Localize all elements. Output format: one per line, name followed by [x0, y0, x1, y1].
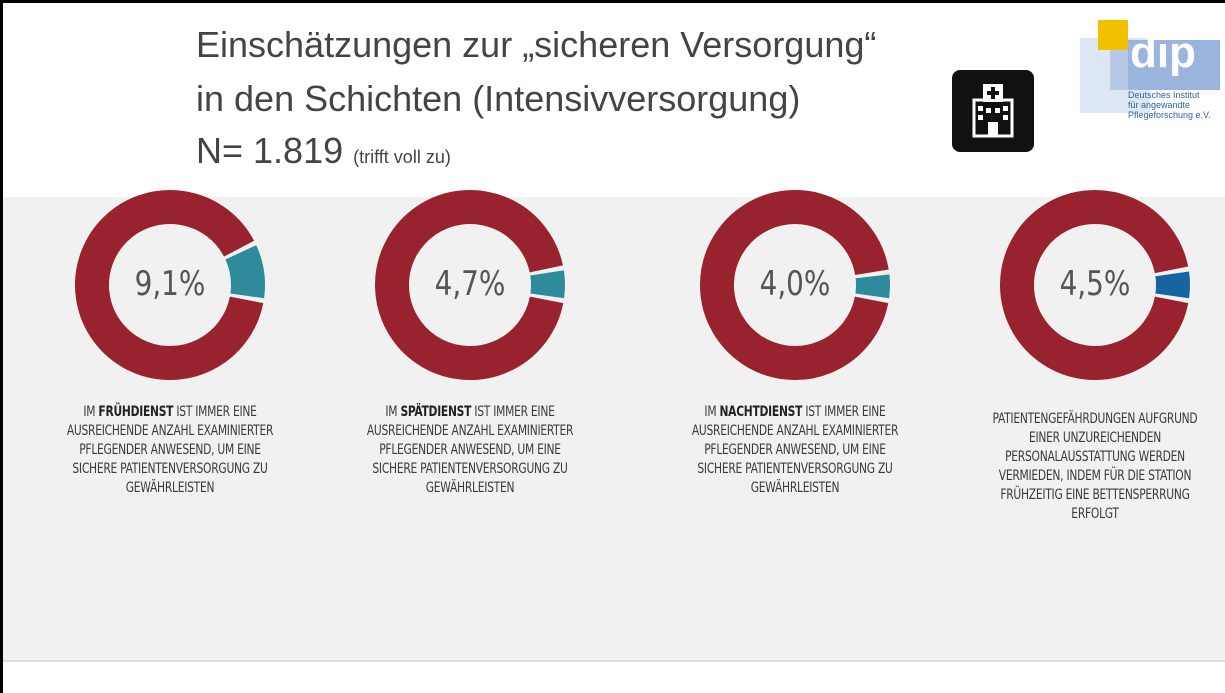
caption-part: IST IMMER EINE AUSREICHENDE ANZAHL EXAMI…: [366, 404, 574, 496]
logo-line: für angewandte: [1128, 100, 1191, 110]
n: N= 1.819: [196, 130, 344, 171]
caption-part: SPÄTDIENST: [400, 404, 472, 420]
caption-part: FRÜHDIENST: [98, 404, 174, 420]
title-line: Einschätzungen zur „sicheren Versorgung“: [196, 24, 877, 65]
caption: IM FRÜHDIENST IST IMMER EINE AUSREICHEND…: [64, 403, 277, 498]
donut-rest: [375, 190, 564, 380]
value-label: 9,1%: [135, 264, 206, 303]
logo-text: Deutsches Institut für angewandte Pflegefo…: [1128, 90, 1211, 120]
value-label: 4,0%: [760, 264, 831, 303]
caption: PATIENTENGEFÄHRDUNGEN AUFGRUND EINER UNZ…: [989, 410, 1202, 524]
title-line: in den Schichten (Intensivversorgung): [196, 78, 801, 119]
caption-part: IST IMMER EINE AUSREICHENDE ANZAHL EXAMI…: [691, 404, 899, 496]
donut-segment: [530, 270, 565, 299]
value-label: 4,7%: [435, 264, 506, 303]
caption-part: NACHTDIENST: [719, 404, 803, 420]
logo-line: Deutsches Institut: [1128, 90, 1200, 100]
caption: IM NACHTDIENST IST IMMER EINE AUSREICHEN…: [689, 403, 902, 498]
logo-name: dip: [1130, 28, 1196, 77]
hospital-icon: [952, 70, 1034, 152]
caption-part: PATIENTENGEFÄHRDUNGEN AUFGRUND EINER UNZ…: [992, 411, 1198, 522]
caption-part: IM: [704, 404, 720, 420]
logo-line: Pflegeforschung e.V.: [1128, 110, 1211, 120]
caption: IM SPÄTDIENST IST IMMER EINE AUSREICHEND…: [364, 403, 577, 498]
caption-part: IST IMMER EINE AUSREICHENDE ANZAHL EXAMI…: [66, 404, 274, 496]
n-note: (trifft voll zu): [353, 147, 451, 167]
donut-segment: [225, 245, 265, 299]
value-label: 4,5%: [1060, 264, 1131, 303]
donut-segment: [1155, 271, 1190, 299]
donut-rest: [700, 190, 889, 380]
top-border: [0, 0, 1225, 3]
caption-part: IM: [83, 404, 99, 420]
left-border: [0, 0, 3, 693]
donut-rest: [75, 190, 264, 380]
footer-line: [3, 660, 1225, 662]
donut-segment: [855, 274, 890, 299]
donut-rest: [1000, 190, 1189, 380]
caption-part: IM: [385, 404, 401, 420]
logo-graphic: [1080, 20, 1220, 113]
sample-size: N= 1.819 (trifft voll zu): [196, 130, 451, 172]
